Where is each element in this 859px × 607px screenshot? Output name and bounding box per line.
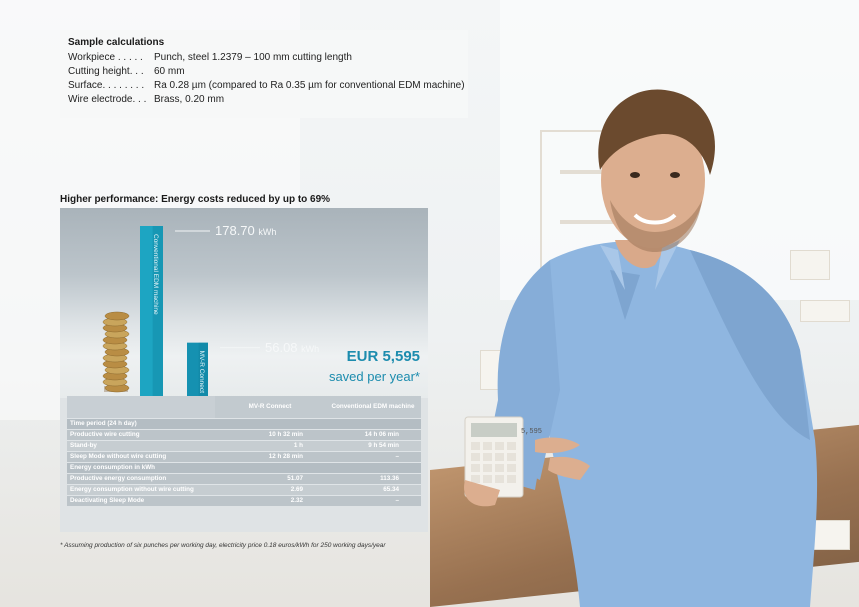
chart-value-unit: kWh bbox=[301, 343, 320, 354]
sample-row: Wire electrode. . . Brass, 0.20 mm bbox=[68, 93, 468, 107]
chart-bar-shade bbox=[198, 342, 208, 396]
table-cell-mvr: 12 h 28 min bbox=[215, 450, 325, 462]
energy-chart-panel: Conventional EDM machine MV-R Connect 178… bbox=[60, 208, 428, 532]
savings-amount: EUR 5,595 bbox=[346, 348, 420, 365]
sample-row-value: 60 mm bbox=[154, 66, 185, 77]
table-row: Productive wire cutting 10 h 32 min 14 h 0… bbox=[67, 428, 421, 440]
table-cell-mvr bbox=[215, 417, 325, 429]
table-cell-mvr: 10 h 32 min bbox=[215, 428, 325, 440]
table-row: Energy consumption without wire cutting 2… bbox=[67, 483, 421, 495]
chart-value-number: 56.08 bbox=[265, 339, 298, 355]
sample-row-value: Brass, 0.20 mm bbox=[154, 94, 225, 105]
sample-row: Surface. . . . . . . . Ra 0.28 µm (compa… bbox=[68, 79, 468, 93]
coin-stack-icon bbox=[102, 311, 130, 393]
chart-bar-face bbox=[187, 342, 208, 396]
sample-row: Workpiece . . . . . Punch, steel 1.2379 … bbox=[68, 51, 468, 65]
table-group-row: Time period (24 h day) bbox=[67, 417, 421, 429]
table-cell-conventional: 65.34 bbox=[325, 483, 421, 495]
table-cell-label: Sleep Mode without wire cutting bbox=[67, 450, 215, 462]
chart-bar-shade bbox=[152, 226, 163, 396]
section-title: Higher performance: Energy costs reduced… bbox=[60, 194, 331, 205]
table-cell-label: Stand-by bbox=[67, 439, 215, 451]
sample-row-key: Cutting height. . . bbox=[68, 66, 144, 77]
sample-row-key: Wire electrode. . . bbox=[68, 94, 147, 105]
table-cell-mvr: 2.69 bbox=[215, 483, 325, 495]
table-cell-conventional: 9 h 54 min bbox=[325, 439, 421, 451]
architecture-model bbox=[790, 250, 830, 280]
table-cell-mvr: 2.32 bbox=[215, 494, 325, 506]
table-cell-conventional bbox=[325, 461, 421, 473]
table-cell-label: Productive wire cutting bbox=[67, 428, 215, 440]
energy-table: MV-R Connect Conventional EDM machine Ti… bbox=[67, 396, 421, 506]
chart-bar-category-label: Conventional EDM machine bbox=[152, 234, 159, 315]
table-cell-label: Energy consumption in kWh bbox=[67, 461, 215, 473]
person-with-calculator: 5,595 bbox=[440, 60, 859, 607]
chart-value-label: 178.70 kWh bbox=[215, 223, 276, 238]
sample-calculations-title: Sample calculations bbox=[68, 37, 165, 48]
coin bbox=[104, 311, 130, 321]
sample-row-key: Workpiece . . . . . bbox=[68, 52, 143, 63]
table-cell-conventional: 14 h 06 min bbox=[325, 428, 421, 440]
table-cell-conventional: – bbox=[325, 450, 421, 462]
table-cell-label: Time period (24 h day) bbox=[67, 417, 215, 429]
calculator-display: 5,595 bbox=[520, 428, 542, 436]
table-cell-conventional: 113.36 bbox=[325, 472, 421, 484]
chart-value-number: 178.70 bbox=[215, 223, 255, 238]
table-header-blank bbox=[67, 396, 215, 418]
table-cell-mvr bbox=[215, 461, 325, 473]
chart-bar-face bbox=[140, 226, 163, 396]
savings-text: saved per year* bbox=[328, 369, 420, 384]
table-row: Productive energy consumption 51.07 113.36 bbox=[67, 472, 421, 484]
table-header-conventional: Conventional EDM machine bbox=[325, 396, 421, 418]
sample-row-value: Punch, steel 1.2379 – 100 mm cutting len… bbox=[154, 52, 352, 63]
architecture-model bbox=[800, 300, 850, 322]
table-cell-mvr: 51.07 bbox=[215, 472, 325, 484]
chart-value-unit: kWh bbox=[258, 227, 277, 237]
table-cell-label: Energy consumption without wire cutting bbox=[67, 483, 215, 495]
chart-bar: Conventional EDM machine bbox=[140, 226, 163, 406]
sample-row-value: Ra 0.28 µm (compared to Ra 0.35 µm for c… bbox=[154, 80, 465, 91]
table-row: Sleep Mode without wire cutting 12 h 28 m… bbox=[67, 450, 421, 462]
table-row: Deactivating Sleep Mode 2.32– bbox=[67, 494, 421, 506]
table-header-row: MV-R Connect Conventional EDM machine bbox=[67, 396, 421, 418]
footnote: * Assuming production of six punches per… bbox=[60, 542, 386, 549]
sample-row-key: Surface. . . . . . . . bbox=[68, 80, 145, 91]
chart-bar-category-label: MV-R Connect bbox=[198, 351, 205, 393]
table-cell-mvr: 1 h bbox=[215, 439, 325, 451]
table-cell-label: Productive energy consumption bbox=[67, 472, 215, 484]
table-group-row: Energy consumption in kWh bbox=[67, 461, 421, 473]
sample-row: Cutting height. . . 60 mm bbox=[68, 65, 468, 79]
table-cell-conventional bbox=[325, 417, 421, 429]
table-cell-conventional: – bbox=[325, 494, 421, 506]
table-header-mvr: MV-R Connect bbox=[215, 396, 325, 418]
table-cell-label: Deactivating Sleep Mode bbox=[67, 494, 215, 506]
sample-calculations: Sample calculations Workpiece . . . . . … bbox=[60, 30, 468, 118]
chart-value-label: 56.08 kWh bbox=[265, 340, 319, 355]
